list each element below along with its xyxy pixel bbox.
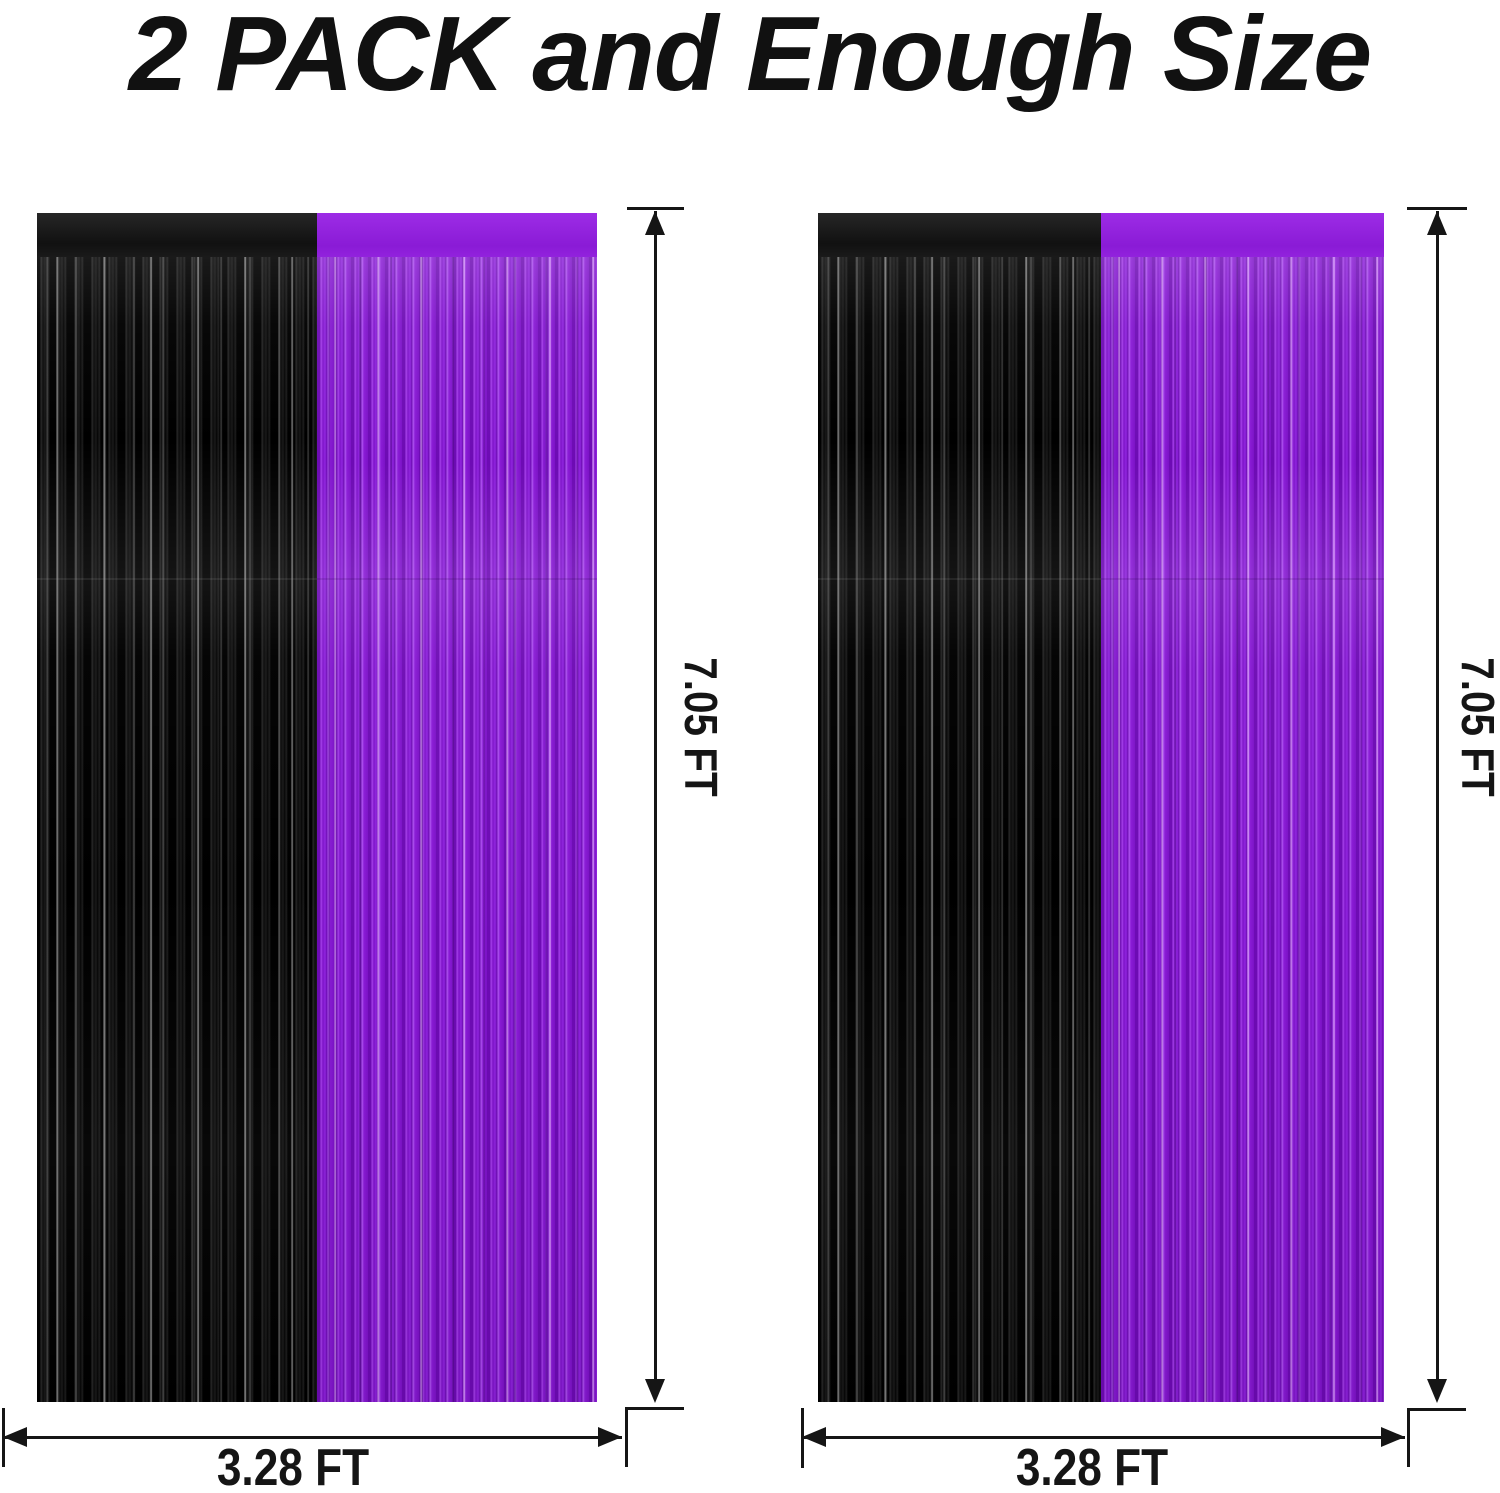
arrow-left-icon	[3, 1427, 27, 1447]
height-extension-tick	[627, 207, 684, 210]
arrow-right-icon	[1381, 1427, 1405, 1447]
width-extension-tick	[2, 1408, 5, 1467]
corner-bracket-vertical	[625, 1407, 628, 1467]
black-header-band	[37, 213, 317, 257]
arrow-down-icon	[1427, 1379, 1447, 1403]
black-foil-half	[818, 213, 1101, 1402]
arrow-up-icon	[1427, 211, 1447, 235]
curtain-image-right	[818, 213, 1384, 1402]
height-dimension-label: 7.05 FT	[1452, 657, 1500, 797]
corner-bracket-horizontal	[1408, 1408, 1466, 1411]
height-dimension-label: 7.05 FT	[675, 657, 727, 797]
width-dimension-line	[3, 1436, 622, 1439]
arrow-down-icon	[645, 1379, 665, 1403]
arrow-left-icon	[802, 1427, 826, 1447]
black-foil-half	[37, 213, 317, 1402]
height-dimension-line	[654, 211, 657, 1383]
purple-foil-half	[1101, 213, 1384, 1402]
width-extension-tick	[801, 1408, 804, 1468]
width-dimension-line	[802, 1436, 1405, 1439]
purple-header-band	[1101, 213, 1384, 257]
purple-fringe	[1101, 257, 1384, 1402]
purple-fringe	[317, 257, 597, 1402]
corner-bracket-horizontal	[626, 1407, 684, 1410]
width-dimension-label: 3.28 FT	[216, 1439, 370, 1493]
width-dimension-label: 3.28 FT	[1015, 1439, 1169, 1493]
arrow-up-icon	[645, 211, 665, 235]
curtain-image-left	[37, 213, 597, 1402]
black-header-band	[818, 213, 1101, 257]
purple-foil-half	[317, 213, 597, 1402]
corner-bracket-vertical	[1407, 1408, 1410, 1467]
black-fringe	[37, 257, 317, 1402]
black-fringe	[818, 257, 1101, 1402]
height-extension-tick	[1407, 207, 1467, 210]
purple-header-band	[317, 213, 597, 257]
arrow-right-icon	[598, 1427, 622, 1447]
height-dimension-line	[1436, 211, 1439, 1383]
page-title: 2 PACK and Enough Size	[128, 0, 1372, 113]
